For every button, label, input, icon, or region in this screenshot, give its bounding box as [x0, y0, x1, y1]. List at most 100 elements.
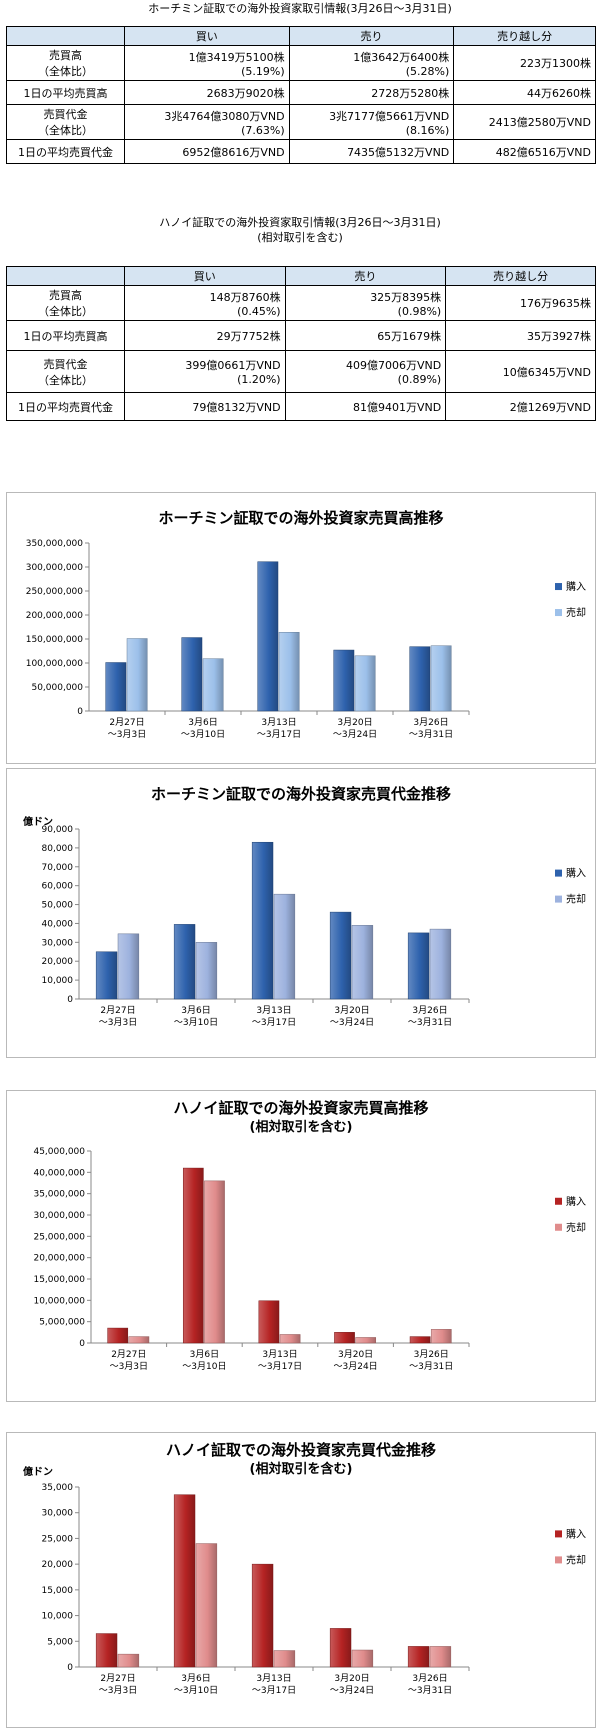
y-tick-label: 200,000,000 [26, 611, 84, 621]
y-tick-label: 60,000 [42, 882, 74, 892]
y-tick-label: 15,000 [42, 1586, 74, 1596]
legend-swatch [555, 1223, 562, 1231]
category-label: ～3月17日 [258, 1361, 302, 1372]
category-label: ～3月31日 [409, 729, 453, 740]
net-cell: 10億6345万VND [445, 350, 596, 393]
category-label: 3月6日 [181, 1673, 210, 1684]
bar-sell [128, 1336, 150, 1344]
buy-cell: 148万8760株 (0.45%) [124, 285, 286, 321]
table-row: 売買高 （全体比） 148万8760株 (0.45%) 325万8395株 (0.98… [6, 285, 596, 321]
buy-cell: 399億0661万VND (1.20%) [124, 350, 286, 393]
legend-swatch [555, 895, 562, 903]
y-tick-label: 20,000,000 [33, 1254, 85, 1264]
bar-sell [429, 928, 452, 1000]
chart-title: ホーチミン証取での海外投資家売買代金推移 [151, 785, 451, 803]
category-label: ～3月3日 [110, 1361, 148, 1372]
bar-sell [273, 1650, 296, 1668]
category-label: 3月20日 [334, 1673, 369, 1684]
y-tick-label: 90,000 [42, 825, 74, 835]
label-main: 売買代金 [43, 357, 88, 371]
category-label: ～3月3日 [99, 1685, 137, 1696]
bar-buy [107, 1327, 129, 1344]
bar-buy [251, 841, 274, 1000]
header-sell: 売り [288, 26, 455, 46]
sell-value: 325万8395株 [370, 290, 442, 304]
header-sell: 売り [284, 266, 447, 286]
category-label: 3月20日 [337, 717, 372, 728]
category-label: 3月26日 [413, 717, 448, 728]
header-net: 売り越し分 [445, 266, 596, 286]
bar-sell [195, 942, 218, 1000]
category-label: 3月20日 [338, 1349, 373, 1360]
sell-cell: 1億3642万6400株 (5.28%) [288, 45, 455, 81]
bar-buy [329, 911, 352, 1000]
chart-hcm-value: ホーチミン証取での海外投資家売買代金推移 億ドン 0 10,000 20,000 30,0… [6, 768, 596, 1058]
category-label: 2月27日 [111, 1349, 146, 1360]
chart-svg: ハノイ証取での海外投資家売買高推移 (相対取引を含む) 0 5,000,000 10,0… [33, 1099, 586, 1372]
bar-sell [195, 1543, 218, 1668]
chart-hanoi-value: ハノイ証取での海外投資家売買代金推移 (相対取引を含む) 億ドン 0 5,000 10,0… [6, 1432, 596, 1728]
category-label: ～3月17日 [252, 1685, 296, 1696]
buy-cell: 1億3419万5100株 (5.19%) [124, 45, 290, 81]
bar-buy [173, 924, 196, 1000]
buy-cell: 29万7752株 [124, 320, 286, 351]
y-tick-label: 45,000,000 [33, 1147, 85, 1157]
bar-sell [429, 1646, 452, 1668]
header-buy: 買い [124, 26, 290, 46]
y-tick-label: 10,000 [42, 976, 74, 986]
chart-title: ハノイ証取での海外投資家売買高推移 [173, 1099, 428, 1117]
bar-sell [351, 1649, 374, 1668]
sell-ratio: (5.28%) [405, 64, 450, 78]
table-row: 売買高 （全体比） 1億3419万5100株 (5.19%) 1億3642万6400… [6, 45, 596, 81]
y-tick-label: 250,000,000 [26, 587, 84, 597]
sell-value: 1億3642万6400株 [353, 50, 450, 64]
hcm-info-table: 買い 売り 売り越し分 売買高 （全体比） 1億3419万5100株 (5.19%)… [6, 26, 596, 164]
chart-title: ハノイ証取での海外投資家売買代金推移 [166, 1441, 436, 1459]
bar-buy [251, 1563, 274, 1668]
table-row: 売買代金 （全体比） 399億0661万VND (1.20%) 409億7006万V… [6, 350, 596, 393]
legend-label: 購入 [566, 867, 586, 880]
category-label: 3月13日 [256, 1673, 291, 1684]
bar-buy [257, 561, 279, 712]
category-label: ～3月31日 [408, 1017, 452, 1028]
header-blank [6, 26, 125, 46]
table-row: 売買代金 （全体比） 3兆4764億3080万VND (7.63%) 3兆7177億… [6, 104, 596, 140]
y-tick-label: 25,000,000 [33, 1232, 85, 1242]
table-row: 1日の平均売買高 29万7752株 65万1679株 35万3927株 [6, 320, 596, 351]
buy-value: 148万8760株 [209, 290, 281, 304]
chart-subtitle: (相対取引を含む) [250, 1119, 353, 1135]
sell-cell: 3兆7177億5661万VND (8.16%) [288, 104, 455, 140]
label-main: 売買代金 [43, 108, 88, 121]
bar-sell [355, 1337, 377, 1344]
y-tick-label: 10,000 [42, 1612, 74, 1622]
sell-value: 409億7006万VND [345, 359, 442, 372]
chart-subtitle: (相対取引を含む) [250, 1461, 353, 1477]
y-tick-label: 80,000 [42, 844, 74, 854]
row-label: 1日の平均売買代金 [6, 392, 125, 421]
sell-cell: 2728万5280株 [288, 80, 455, 105]
hanoi-table-subtitle: (相対取引を含む) [257, 231, 343, 244]
y-tick-label: 30,000 [42, 938, 74, 948]
sell-ratio: (0.98%) [397, 304, 442, 318]
unit-label: 億ドン [23, 1465, 53, 1478]
category-label: ～3月31日 [408, 1685, 452, 1696]
buy-cell: 79億8132万VND [124, 392, 286, 421]
table-row: 1日の平均売買高 2683万9020株 2728万5280株 44万6260株 [6, 80, 596, 105]
row-label: 売買高 （全体比） [6, 285, 125, 321]
bar-buy [182, 1167, 204, 1344]
y-tick-label: 30,000,000 [33, 1211, 85, 1221]
bar-sell [278, 632, 300, 712]
header-blank [6, 266, 125, 286]
category-label: ～3月10日 [181, 729, 225, 740]
net-cell: 35万3927株 [445, 320, 596, 351]
hanoi-info-table: 買い 売り 売り越し分 売買高 （全体比） 148万8760株 (0.45%) 32… [6, 266, 596, 421]
bar-sell [351, 925, 374, 1000]
category-label: ～3月3日 [108, 729, 146, 740]
bar-buy [333, 649, 355, 712]
net-cell: 2億1269万VND [445, 392, 596, 421]
bar-buy [329, 1628, 352, 1668]
sell-cell: 409億7006万VND (0.89%) [284, 350, 447, 393]
table-header-row: 買い 売り 売り越し分 [6, 266, 596, 286]
net-cell: 482億6516万VND [453, 139, 596, 164]
legend-label: 購入 [566, 1195, 586, 1208]
